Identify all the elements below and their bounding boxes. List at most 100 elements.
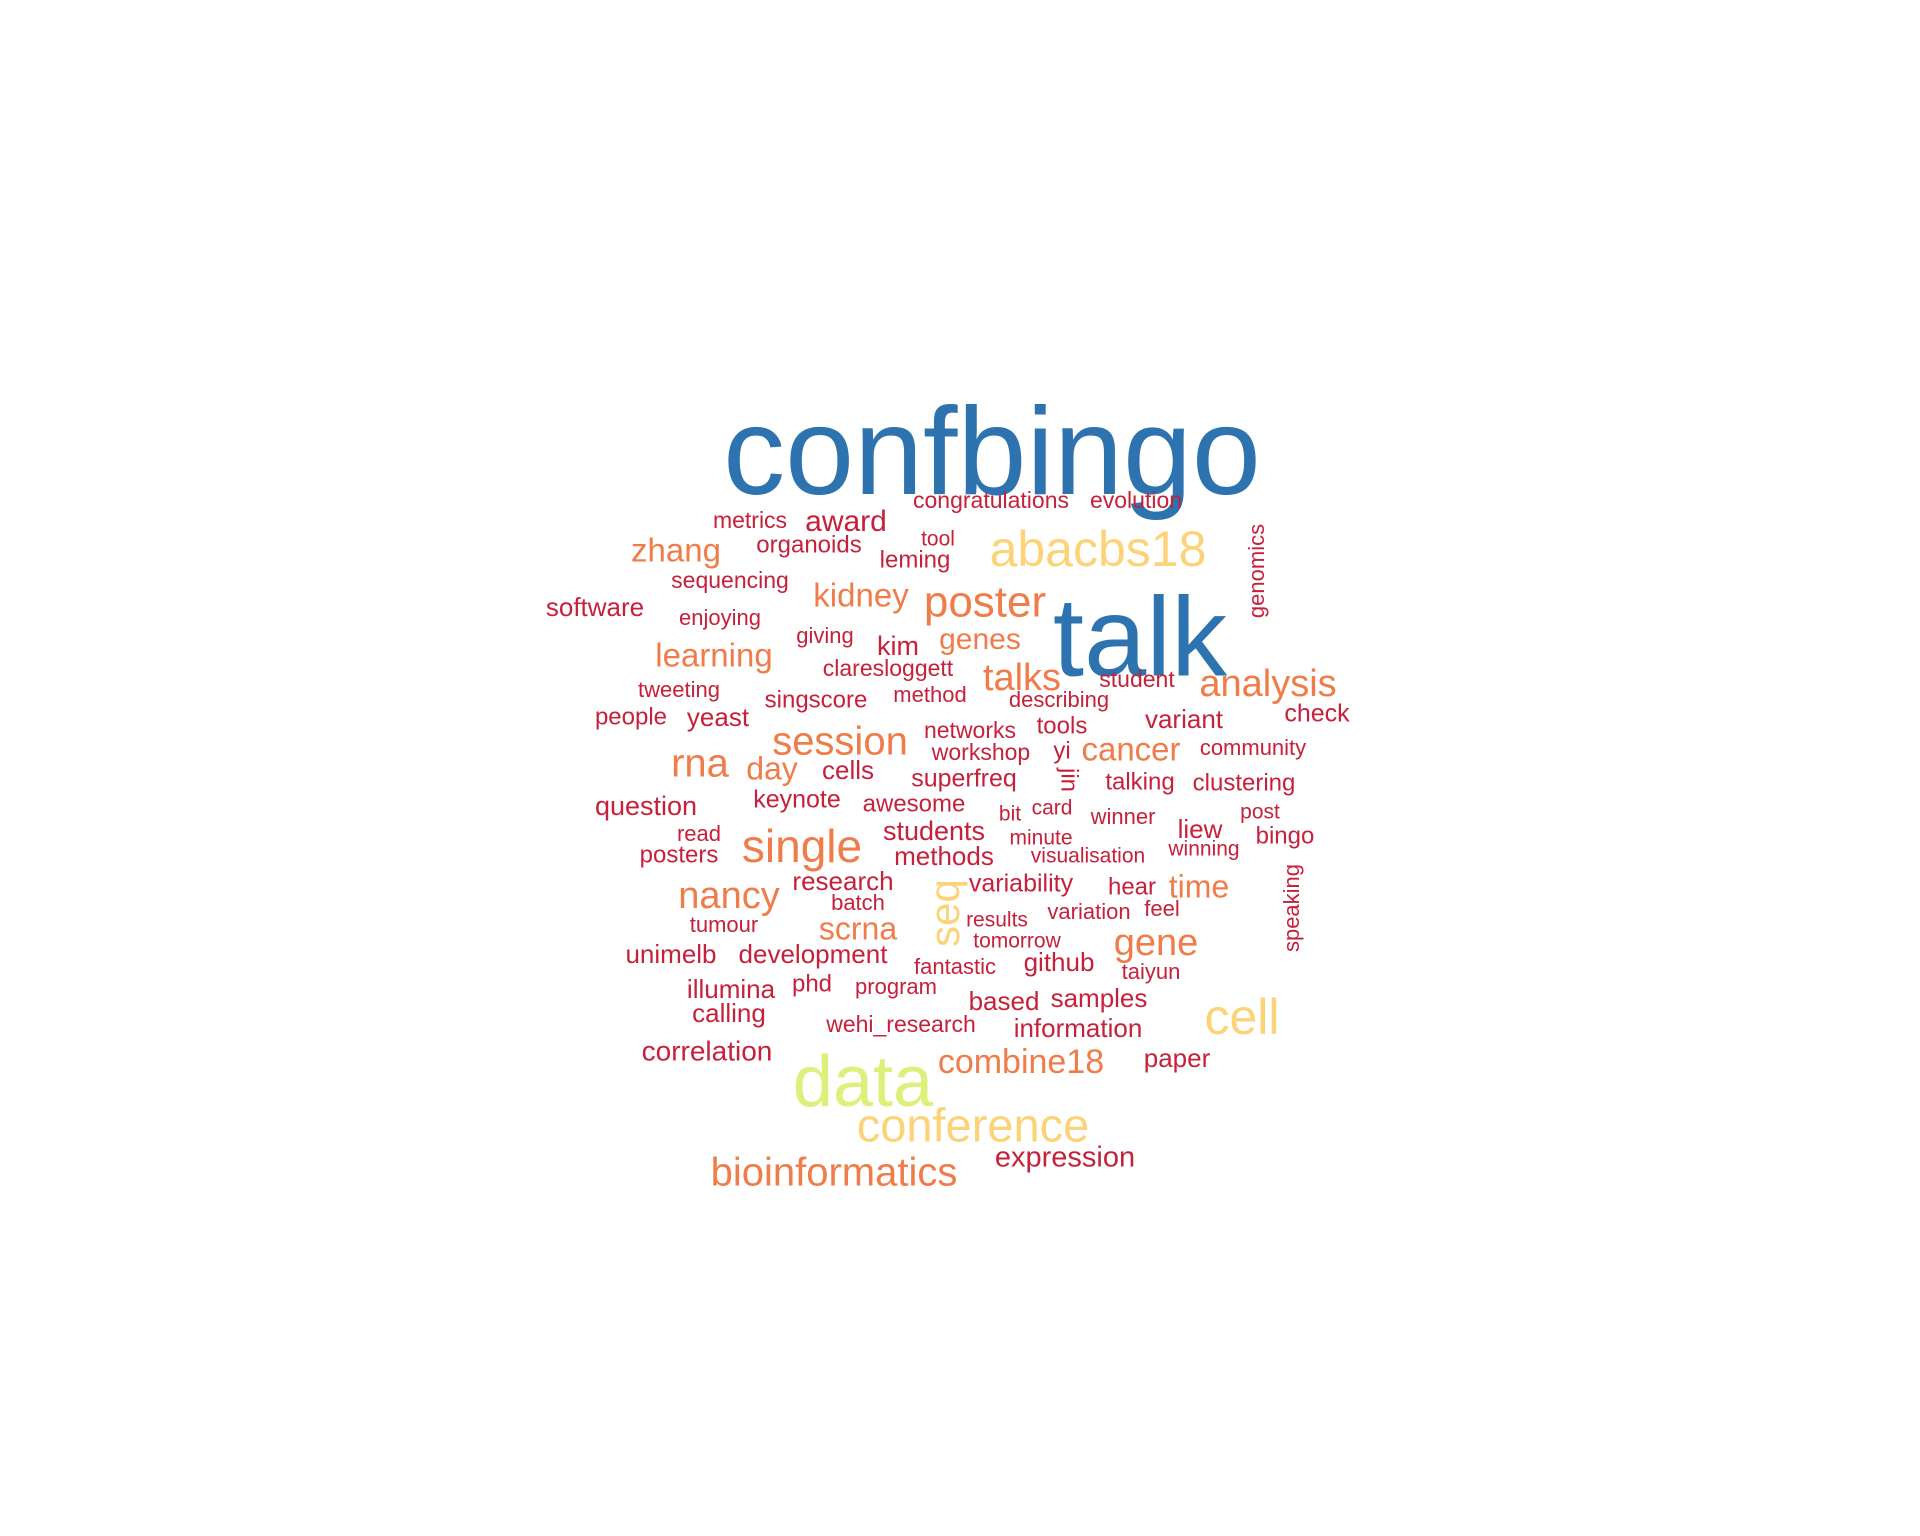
word-tweeting: tweeting	[638, 677, 720, 702]
word-phd: phd	[792, 970, 832, 997]
word-talking: talking	[1105, 768, 1174, 795]
word-day: day	[746, 750, 798, 786]
word-networks: networks	[924, 717, 1016, 743]
word-superfreq: superfreq	[911, 765, 1017, 793]
word-people: people	[595, 703, 667, 730]
word-poster: poster	[924, 578, 1046, 627]
word-genomics: genomics	[1244, 524, 1269, 618]
word-minute: minute	[1009, 827, 1072, 850]
word-bit: bit	[999, 803, 1021, 826]
word-illumina: illumina	[687, 974, 776, 1004]
word-wehi_research: wehi_research	[825, 1011, 976, 1037]
word-sequencing: sequencing	[671, 567, 789, 593]
word-question: question	[595, 791, 697, 821]
word-cell: cell	[1204, 989, 1279, 1045]
word-kidney: kidney	[813, 577, 909, 614]
word-bioinformatics: bioinformatics	[711, 1151, 958, 1195]
word-cells: cells	[822, 755, 874, 785]
word-conference: conference	[857, 1098, 1090, 1151]
word-posters: posters	[640, 841, 719, 868]
word-cancer: cancer	[1081, 731, 1180, 768]
word-speaking: speaking	[1279, 864, 1304, 952]
word-nancy: nancy	[678, 875, 779, 917]
word-program: program	[855, 974, 937, 999]
word-methods: methods	[894, 841, 994, 871]
word-time: time	[1169, 868, 1229, 904]
word-claresloggett: claresloggett	[823, 655, 954, 681]
word-development: development	[739, 939, 889, 969]
word-leming: leming	[880, 546, 951, 573]
word-software: software	[546, 592, 644, 622]
word-variant: variant	[1145, 704, 1224, 734]
word-zhang: zhang	[631, 532, 721, 569]
word-research: research	[792, 866, 893, 896]
word-single: single	[742, 820, 862, 872]
word-rna: rna	[671, 742, 730, 786]
word-batch: batch	[831, 890, 885, 915]
word-tool: tool	[921, 528, 955, 551]
word-variation: variation	[1047, 899, 1130, 924]
word-winner: winner	[1090, 804, 1156, 829]
word-data: data	[793, 1042, 934, 1122]
word-describing: describing	[1009, 687, 1109, 712]
word-enjoying: enjoying	[679, 605, 761, 630]
word-analysis: analysis	[1199, 663, 1336, 705]
word-talk: talk	[1053, 575, 1228, 700]
word-unimelb: unimelb	[625, 939, 716, 969]
word-taiyun: taiyun	[1122, 959, 1181, 984]
word-method: method	[893, 682, 966, 707]
word-awesome: awesome	[863, 790, 966, 817]
word-yi: yi	[1053, 737, 1070, 764]
word-read: read	[677, 821, 721, 846]
word-student: student	[1099, 666, 1175, 692]
word-samples: samples	[1051, 983, 1148, 1013]
word-session: session	[772, 720, 908, 764]
word-results: results	[966, 909, 1028, 932]
word-gene: gene	[1114, 922, 1199, 964]
word-tumour: tumour	[690, 912, 758, 937]
word-kim: kim	[877, 631, 919, 661]
word-talks: talks	[983, 657, 1061, 699]
word-genes: genes	[939, 623, 1021, 656]
word-award: award	[805, 505, 887, 538]
word-expression: expression	[995, 1142, 1135, 1174]
word-metrics: metrics	[713, 507, 787, 533]
word-tomorrow: tomorrow	[973, 930, 1061, 953]
word-tools: tools	[1037, 712, 1088, 739]
word-yeast: yeast	[687, 702, 750, 732]
word-scrna: scrna	[819, 910, 897, 946]
word-learning: learning	[655, 637, 772, 674]
word-congratulations: congratulations	[913, 487, 1069, 513]
word-community: community	[1200, 735, 1306, 760]
word-liew: liew	[1178, 814, 1223, 844]
word-calling: calling	[692, 998, 766, 1028]
word-hear: hear	[1108, 873, 1156, 900]
word-correlation: correlation	[642, 1035, 773, 1066]
word-paper: paper	[1144, 1043, 1211, 1073]
word-confbingo: confbingo	[723, 383, 1261, 521]
word-feel: feel	[1144, 896, 1179, 921]
word-visualisation: visualisation	[1031, 845, 1145, 868]
word-keynote: keynote	[753, 786, 841, 814]
word-evolution: evolution	[1090, 487, 1182, 513]
word-abacbs18: abacbs18	[990, 521, 1207, 577]
word-giving: giving	[796, 623, 853, 648]
word-github: github	[1024, 947, 1095, 977]
word-combine18: combine18	[938, 1043, 1104, 1081]
word-students: students	[883, 816, 985, 846]
word-post: post	[1240, 801, 1280, 824]
word-based: based	[969, 986, 1040, 1016]
word-singscore: singscore	[765, 686, 868, 713]
word-fantastic: fantastic	[914, 954, 996, 979]
word-clustering: clustering	[1193, 769, 1296, 796]
word-bingo: bingo	[1256, 822, 1315, 849]
word-check: check	[1284, 700, 1350, 728]
word-variability: variability	[969, 870, 1074, 898]
word-information: information	[1014, 1013, 1143, 1043]
word-winning: winning	[1167, 838, 1239, 861]
word-organoids: organoids	[756, 531, 861, 558]
word-jin: jin	[1056, 767, 1083, 792]
word-card: card	[1032, 797, 1073, 820]
word-seq: seq	[921, 879, 968, 947]
